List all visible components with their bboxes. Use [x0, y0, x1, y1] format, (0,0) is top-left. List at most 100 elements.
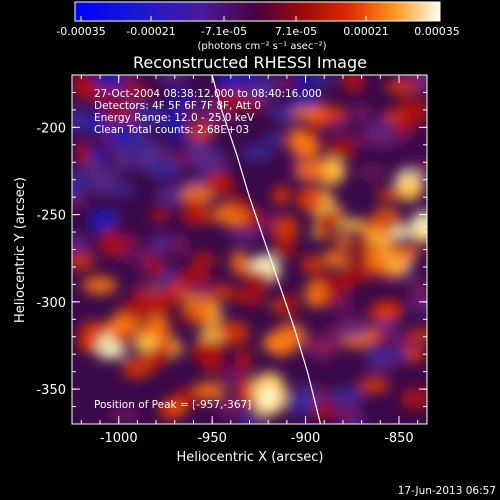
- heatmap-blob: [131, 332, 158, 354]
- heatmap-blob: [134, 245, 152, 273]
- solar-limb-curve: [211, 75, 322, 424]
- heatmap-blob: [334, 401, 360, 424]
- heatmap-blob: [113, 329, 130, 346]
- heatmap-blob: [396, 97, 427, 126]
- heatmap-blob: [277, 322, 305, 350]
- heatmap-blob: [296, 186, 324, 212]
- heatmap-blob: [410, 211, 427, 237]
- axis-ticks: [72, 75, 427, 424]
- heatmap-blob: [326, 137, 357, 159]
- heatmap-blob: [158, 400, 179, 421]
- heatmap-blob: [340, 324, 369, 339]
- heatmap-blob: [331, 387, 364, 405]
- heatmap-blob: [368, 303, 403, 322]
- heatmap-blob: [264, 132, 285, 147]
- heatmap-blob: [297, 135, 321, 160]
- heatmap-blob: [182, 105, 203, 119]
- heatmap-blob: [315, 388, 334, 408]
- heatmap-blob: [155, 185, 187, 206]
- heatmap-blob: [301, 255, 323, 274]
- heatmap-blob: [304, 280, 328, 308]
- heatmap-blob: [271, 215, 299, 242]
- heatmap-blob: [230, 228, 260, 242]
- heatmap-blob: [376, 188, 398, 202]
- heatmap-blob: [209, 284, 235, 300]
- heatmap-blob: [147, 160, 182, 180]
- heatmap-blob: [401, 75, 427, 86]
- heatmap-blob: [272, 237, 297, 258]
- heatmap-blob: [78, 332, 99, 353]
- chart-title: Reconstructed RHESSI Image: [133, 53, 367, 72]
- heatmap-blob: [127, 86, 147, 101]
- heatmap-blob: [72, 171, 89, 200]
- heatmap-blob: [291, 106, 325, 119]
- heatmap-blob: [121, 357, 153, 379]
- heatmap-blob: [188, 122, 215, 141]
- colorbar-tick-label: -0.00035: [56, 25, 105, 38]
- heatmap-blob: [191, 251, 218, 268]
- heatmap-blob: [353, 102, 371, 125]
- heatmap-blob: [75, 142, 92, 164]
- heatmap-blob: [365, 245, 386, 273]
- x-axis-label: Heliocentric X (arcsec): [177, 450, 324, 465]
- heatmap-blob: [395, 178, 423, 202]
- y-axis-label: Heliocentric Y (arcsec): [13, 177, 28, 323]
- heatmap-blob: [404, 345, 426, 363]
- heatmap-blob: [272, 185, 291, 206]
- heatmap-blob: [229, 194, 249, 211]
- heatmap-blob: [369, 342, 386, 371]
- heatmap-blob: [145, 314, 170, 340]
- heatmap-blob: [234, 347, 252, 373]
- x-tick-label: -950: [197, 431, 227, 446]
- heatmap-blob: [294, 75, 315, 87]
- heatmap-blob: [189, 282, 213, 297]
- heatmap-blob: [360, 165, 384, 180]
- heatmap-blob: [408, 278, 427, 306]
- heatmap-blob: [245, 269, 270, 286]
- heatmap-blob: [150, 232, 170, 255]
- y-tick-label: -200: [36, 121, 66, 136]
- heatmap-blob: [169, 87, 194, 109]
- colorbar-tick-label: -0.00021: [126, 25, 175, 38]
- heatmap-blob: [341, 75, 366, 93]
- heatmap-blob: [107, 407, 140, 421]
- heatmap-blob: [321, 249, 350, 269]
- heatmap-blob: [371, 218, 388, 234]
- heatmap-blob: [217, 398, 242, 419]
- heatmap-blob: [191, 344, 226, 360]
- heatmap-blob: [72, 255, 96, 270]
- heatmap-blob: [95, 334, 120, 360]
- heatmap-blob: [407, 329, 427, 342]
- heatmap-peak-core: [260, 385, 279, 410]
- heatmap-blob: [88, 167, 119, 196]
- annotation-time-range: 27-Oct-2004 08:38:12.000 to 08:40:16.000: [94, 88, 322, 100]
- heatmap-blob: [275, 293, 299, 318]
- x-tick-label: -900: [291, 431, 321, 446]
- heatmap-blob: [170, 234, 188, 257]
- heatmap-blob: [275, 76, 295, 93]
- heatmap-blob: [149, 209, 173, 222]
- heatmap-blob: [216, 75, 242, 93]
- heatmap-blob: [318, 211, 342, 227]
- heatmap-blob: [207, 170, 234, 197]
- heatmap-blob: [388, 245, 420, 263]
- heatmap-blob: [112, 183, 136, 197]
- y-tick-label: -300: [36, 296, 66, 311]
- heatmap-blob: [400, 387, 427, 410]
- heatmap-blob: [157, 75, 188, 84]
- heatmap-blob: [352, 131, 384, 145]
- annotation-counts: Clean Total counts: 2.68E+03: [94, 124, 249, 136]
- x-tick-label: -850: [384, 431, 414, 446]
- heatmap-blob: [121, 75, 140, 85]
- heatmap-blob: [405, 159, 427, 176]
- heatmap-blob: [358, 377, 390, 394]
- heatmap-blob: [142, 292, 179, 312]
- y-tick-label: -250: [36, 209, 66, 224]
- heatmap-blob: [72, 234, 87, 250]
- heatmap-blob: [381, 347, 407, 362]
- annotation-peak: Position of Peak = [-957,-367]: [94, 399, 251, 411]
- heatmap-blob: [99, 234, 126, 257]
- colorbar: [74, 1, 441, 22]
- heatmap-blob: [82, 276, 118, 295]
